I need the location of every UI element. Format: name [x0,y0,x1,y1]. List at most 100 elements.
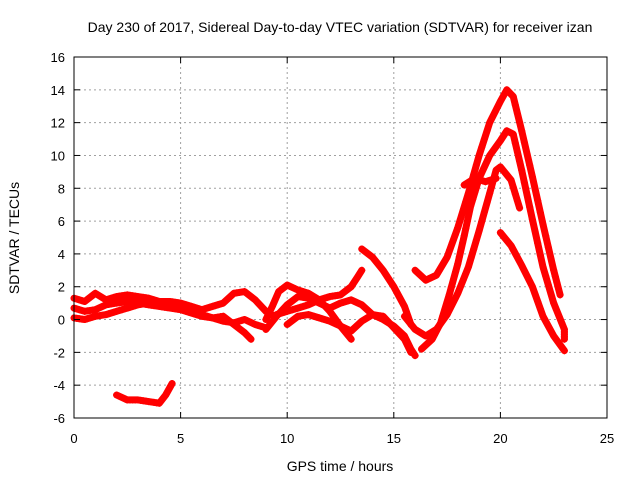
data-point-marker [462,224,470,232]
data-point-marker [459,206,467,214]
data-point-marker [400,302,408,310]
data-point-marker [486,119,494,127]
data-point-marker [454,260,462,268]
data-point-marker [539,263,547,271]
data-point-marker [467,254,475,262]
data-point-marker [463,217,471,225]
series-arc-7 [273,266,366,319]
data-point-marker [387,279,395,287]
data-point-marker [550,299,558,307]
data-point-marker [560,347,568,355]
data-point-marker [480,208,488,216]
data-point-marker [395,293,403,301]
data-point-marker [407,348,415,356]
data-point-marker [263,312,271,320]
data-point-marker [454,224,462,232]
data-point-marker [452,268,460,276]
data-point-marker [560,335,568,343]
data-point-marker [550,332,558,340]
y-tick-label: 12 [51,116,65,131]
data-point-marker [526,203,534,211]
data-point-marker [523,150,531,158]
data-point-marker [507,176,515,184]
data-point-marker [536,305,544,313]
data-point-marker [267,306,275,314]
y-tick-label: -2 [53,345,65,360]
data-point-marker [491,144,499,152]
data-point-marker [329,311,337,319]
x-tick-label: 10 [280,431,294,446]
data-point-marker [510,247,518,255]
data-point-marker [544,322,552,330]
data-point-marker [430,331,438,339]
data-point-marker [402,339,410,347]
data-point-marker [511,139,519,147]
data-point-marker [509,92,517,100]
data-point-marker [460,232,468,240]
data-point-marker [483,127,491,135]
data-point-marker [513,197,521,205]
data-point-marker [168,380,176,388]
data-point-marker [558,319,566,327]
data-point-marker [448,238,456,246]
data-point-marker [507,242,515,250]
data-point-marker [487,183,495,191]
data-point-marker [443,253,451,261]
data-point-marker [491,108,499,116]
data-point-marker [518,261,526,269]
data-point-marker [358,266,366,274]
data-point-marker [547,255,555,263]
data-point-marker [241,329,249,337]
data-point-marker [441,305,449,313]
data-point-marker [464,263,472,271]
data-point-marker [513,110,521,118]
data-point-marker [456,215,464,223]
data-point-marker [247,335,255,343]
data-point-marker [509,130,517,138]
data-point-marker [536,208,544,216]
data-point-marker [552,336,560,344]
series-arc-4 [113,380,176,407]
data-point-marker [262,316,270,324]
data-point-marker [547,290,555,298]
plot-frame [73,56,608,419]
data-point-marker [451,295,459,303]
data-point-marker [506,89,514,97]
data-point-marker [398,297,406,305]
data-point-marker [478,218,486,226]
data-point-marker [511,190,519,198]
data-point-marker [504,87,512,95]
data-point-marker [457,246,465,254]
data-point-marker [404,342,412,350]
data-point-marker [518,127,526,135]
data-point-marker [486,189,494,197]
data-point-marker [520,267,528,275]
data-point-marker [405,345,413,353]
data-point-marker [347,335,355,343]
data-point-marker [445,291,453,299]
data-point-marker [475,227,483,235]
data-point-marker [539,220,547,228]
data-point-marker [486,151,494,159]
data-point-marker [392,288,400,296]
data-point-marker [516,204,524,212]
data-point-marker [551,272,559,280]
data-point-marker [473,181,481,189]
data-point-marker [534,297,542,305]
y-axis-label: SDTVAR / TECUs [6,182,22,294]
data-point-marker [455,253,463,261]
data-point-marker [528,283,536,291]
data-point-marker [428,335,436,343]
data-point-marker [508,91,516,99]
chart-title: Day 230 of 2017, Sidereal Day-to-day VTE… [88,19,593,35]
data-point-marker [462,198,470,206]
data-point-marker [554,285,562,293]
data-point-marker [515,256,523,264]
data-point-marker [411,352,419,360]
axis-ticks: 0 5 10 15 20 25 -6 -4 -2 0 2 4 6 8 10 12 14 16 [51,50,615,446]
series-arc-13 [496,229,568,355]
data-point-marker [245,334,253,342]
data-point-marker [390,283,398,291]
series-arc-14 [460,174,500,189]
